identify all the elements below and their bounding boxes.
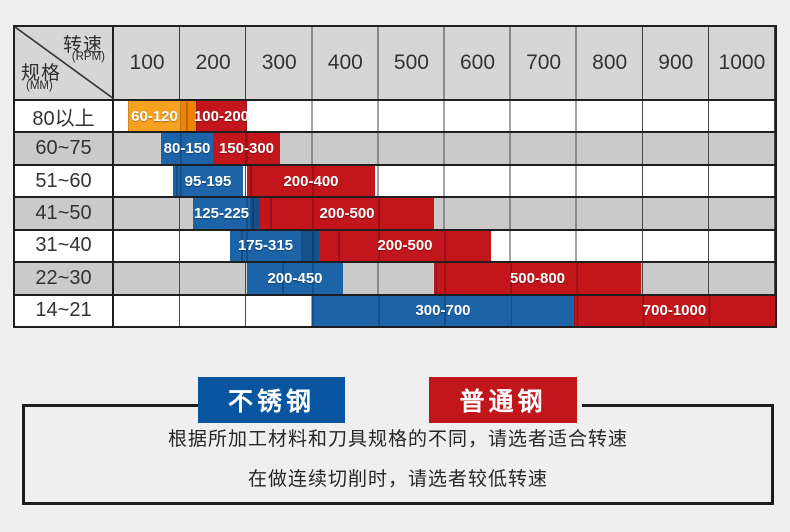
- bar-segment: 60-120: [128, 101, 181, 132]
- notes-panel: 根据所加工材料和刀具规格的不同，请选者适合转速 在做连续切削时，请选者较低转速: [22, 404, 774, 505]
- table-row-80以上: 80以上 60-120 100-200: [15, 101, 775, 134]
- row-label: 22~30: [15, 263, 114, 294]
- bar-segment: 175-315: [230, 230, 301, 262]
- rpm-axis-label: 转速: [62, 35, 103, 56]
- table-body: 80以上 60-120 100-200 60~75 80-150 150-300 51~60…: [15, 101, 775, 326]
- diagonal-line-icon: [15, 27, 114, 99]
- bar-segment: [250, 198, 260, 229]
- row-track: 60-120 100-200: [114, 101, 775, 132]
- column-header-400: 400: [327, 51, 363, 74]
- column-header-700: 700: [526, 51, 562, 74]
- table-row-22~30: 22~30 200-450 500-800: [15, 263, 775, 296]
- column-header-200: 200: [195, 51, 231, 74]
- legend-chip-ordinary: 普通钢: [429, 377, 577, 423]
- column-header-900: 900: [658, 51, 694, 74]
- bar-segment: 200-500: [319, 230, 491, 262]
- row-label: 41~50: [15, 198, 114, 229]
- table-corner-cell: 转速 (RPM) 规格 (MM): [15, 27, 114, 99]
- column-header-800: 800: [592, 51, 628, 74]
- row-track: 125-225 200-500: [114, 198, 775, 229]
- size-axis-unit: (MM): [26, 80, 53, 92]
- size-axis-label: 规格: [21, 63, 62, 84]
- column-header-600: 600: [459, 51, 496, 74]
- panel-border-gap: [198, 404, 582, 407]
- note-line-2: 在做连续切削时，请选者较低转速: [247, 469, 548, 490]
- column-header-1000: 1000: [718, 51, 766, 74]
- table-row-60~75: 60~75 80-150 150-300: [15, 133, 775, 166]
- row-label: 80以上: [15, 101, 114, 132]
- bar-segment: 125-225: [193, 198, 250, 229]
- bar-segment: 300-700: [312, 295, 574, 326]
- table-row-51~60: 51~60 95-195 200-400: [15, 165, 775, 199]
- table-row-14~21: 14~21 300-700 700-1000: [15, 295, 775, 326]
- row-track: 80-150 150-300: [114, 133, 775, 164]
- row-label: 51~60: [15, 165, 114, 197]
- legend-chip-stainless: 不锈钢: [198, 377, 345, 423]
- bar-segment: 500-800: [434, 263, 641, 294]
- row-track: 175-315 200-500: [114, 230, 775, 262]
- column-header-100: 100: [129, 51, 165, 74]
- bar-segment: 200-400: [247, 165, 375, 197]
- note-line-1: 根据所加工材料和刀具规格的不同，请选者适合转速: [167, 429, 628, 450]
- bar-segment: 200-500: [260, 198, 434, 229]
- table-row-41~50: 41~50 125-225 200-500: [15, 198, 775, 231]
- bar-segment: 200-450: [247, 263, 343, 294]
- table-header-row: 转速 (RPM) 规格 (MM) 100 200 300 400 500 600 700 80…: [15, 27, 775, 101]
- bar-segment: [301, 230, 319, 262]
- speed-table: 转速 (RPM) 规格 (MM) 100 200 300 400 500 600 700 80…: [13, 25, 777, 328]
- row-label: 14~21: [15, 295, 114, 326]
- rpm-axis-unit: (RPM): [71, 51, 105, 63]
- row-label: 31~40: [15, 230, 114, 262]
- bar-segment: 80-150: [161, 133, 213, 164]
- row-track: 95-195 200-400: [114, 165, 775, 197]
- bar-segment: 150-300: [213, 133, 280, 164]
- bar-segment: 700-1000: [574, 295, 775, 326]
- row-track: 300-700 700-1000: [114, 295, 775, 326]
- row-label: 60~75: [15, 133, 114, 164]
- bar-segment: 100-200: [194, 101, 249, 132]
- rpm-column-headers: 100 200 300 400 500 600 700 800 900 1000: [114, 27, 775, 99]
- column-header-500: 500: [393, 51, 429, 74]
- bar-segment: 95-195: [173, 165, 243, 197]
- bar-segment: [181, 101, 196, 132]
- column-header-300: 300: [261, 51, 297, 74]
- table-row-31~40: 31~40 175-315 200-500: [15, 230, 775, 264]
- row-track: 200-450 500-800: [114, 263, 775, 294]
